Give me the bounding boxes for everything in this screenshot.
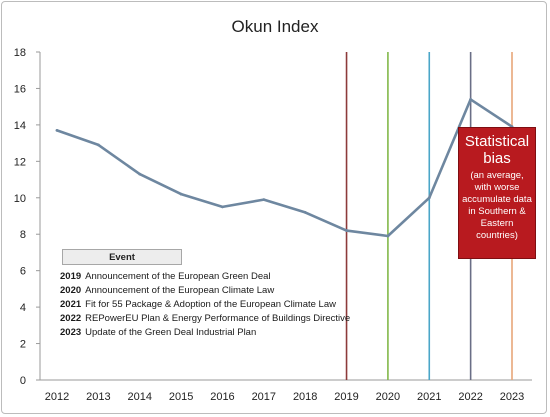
axes: 0 2 4 6 8 10 12 14 16 18 2012 2013 2014 2015 2016 2017 2… <box>14 47 532 403</box>
x-tick-label: 2014 <box>127 391 151 403</box>
annotation-title-line-2: bias <box>483 150 511 167</box>
annotation-title: Statistical bias <box>459 133 535 167</box>
x-tick-label: 2023 <box>500 391 524 403</box>
x-tick-label: 2018 <box>293 391 317 403</box>
annotation-note: (an average, with worse accumulate data … <box>462 170 532 241</box>
legend-entry-year: 2021 <box>60 299 82 310</box>
legend-entry-text: REPowerEU Plan & Energy Performance of B… <box>85 313 351 324</box>
data-point <box>469 97 473 101</box>
legend-entry-year: 2023 <box>60 327 82 338</box>
data-point <box>55 128 59 132</box>
y-tick-label: 4 <box>20 302 26 314</box>
data-point <box>96 143 100 147</box>
y-tick-label: 0 <box>20 375 26 387</box>
data-point <box>386 234 390 238</box>
series <box>55 97 514 238</box>
x-tick-label: 2020 <box>376 391 400 403</box>
legend-entry: 2020 Announcement of the European Climate… <box>60 285 274 296</box>
legend-entry-year: 2022 <box>60 313 82 324</box>
data-point <box>138 172 142 176</box>
y-tick-label: 10 <box>14 193 26 205</box>
y-tick-label: 16 <box>14 83 26 95</box>
y-tick-label: 12 <box>14 156 26 168</box>
x-tick-label: 2013 <box>86 391 110 403</box>
y-tick-label: 2 <box>20 339 26 351</box>
x-tick-label: 2016 <box>210 391 234 403</box>
data-point <box>345 229 348 232</box>
legend-entry-year: 2020 <box>60 285 82 296</box>
x-tick-label: 2021 <box>417 391 441 403</box>
legend-entry-text: Announcement of the European Climate Law <box>85 285 275 296</box>
event-legend: Event 2019 Announcement of the European G… <box>54 249 390 338</box>
legend-entry: 2023 Update of the Green Deal Industrial … <box>60 327 256 338</box>
y-tick-label: 14 <box>14 120 26 132</box>
legend-entry: 2022 REPowerEU Plan & Energy Performance … <box>60 313 350 324</box>
chart-title: Okun Index <box>232 17 319 36</box>
data-point <box>262 198 266 202</box>
data-point <box>427 196 431 200</box>
x-tick-label: 2019 <box>334 391 358 403</box>
x-tick-label: 2022 <box>458 391 482 403</box>
legend-entry-year: 2019 <box>60 271 82 282</box>
y-tick-label: 8 <box>20 229 26 241</box>
data-point <box>179 192 183 196</box>
statistical-bias-annotation: Statistical bias (an average, with worse… <box>458 127 536 259</box>
legend-entry: 2021 Fit for 55 Package & Adoption of the… <box>60 299 336 310</box>
x-tick-label: 2015 <box>169 391 193 403</box>
series-line <box>55 98 514 238</box>
y-tick-label: 6 <box>20 266 26 278</box>
legend-entry-text: Fit for 55 Package & Adoption of the Eur… <box>85 299 336 310</box>
y-tick-label: 18 <box>14 47 26 59</box>
legend-entry-text: Update of the Green Deal Industrial Plan <box>85 327 257 338</box>
legend-title: Event <box>62 249 182 265</box>
annotation-title-line-1: Statistical <box>464 133 530 150</box>
x-tick-label: 2017 <box>252 391 276 403</box>
x-tick-label: 2012 <box>45 391 69 403</box>
legend-entry-text: Announcement of the European Green Deal <box>85 271 271 282</box>
legend-entry: 2019 Announcement of the European Green D… <box>60 271 271 282</box>
data-point <box>303 210 307 214</box>
data-point <box>221 205 224 209</box>
